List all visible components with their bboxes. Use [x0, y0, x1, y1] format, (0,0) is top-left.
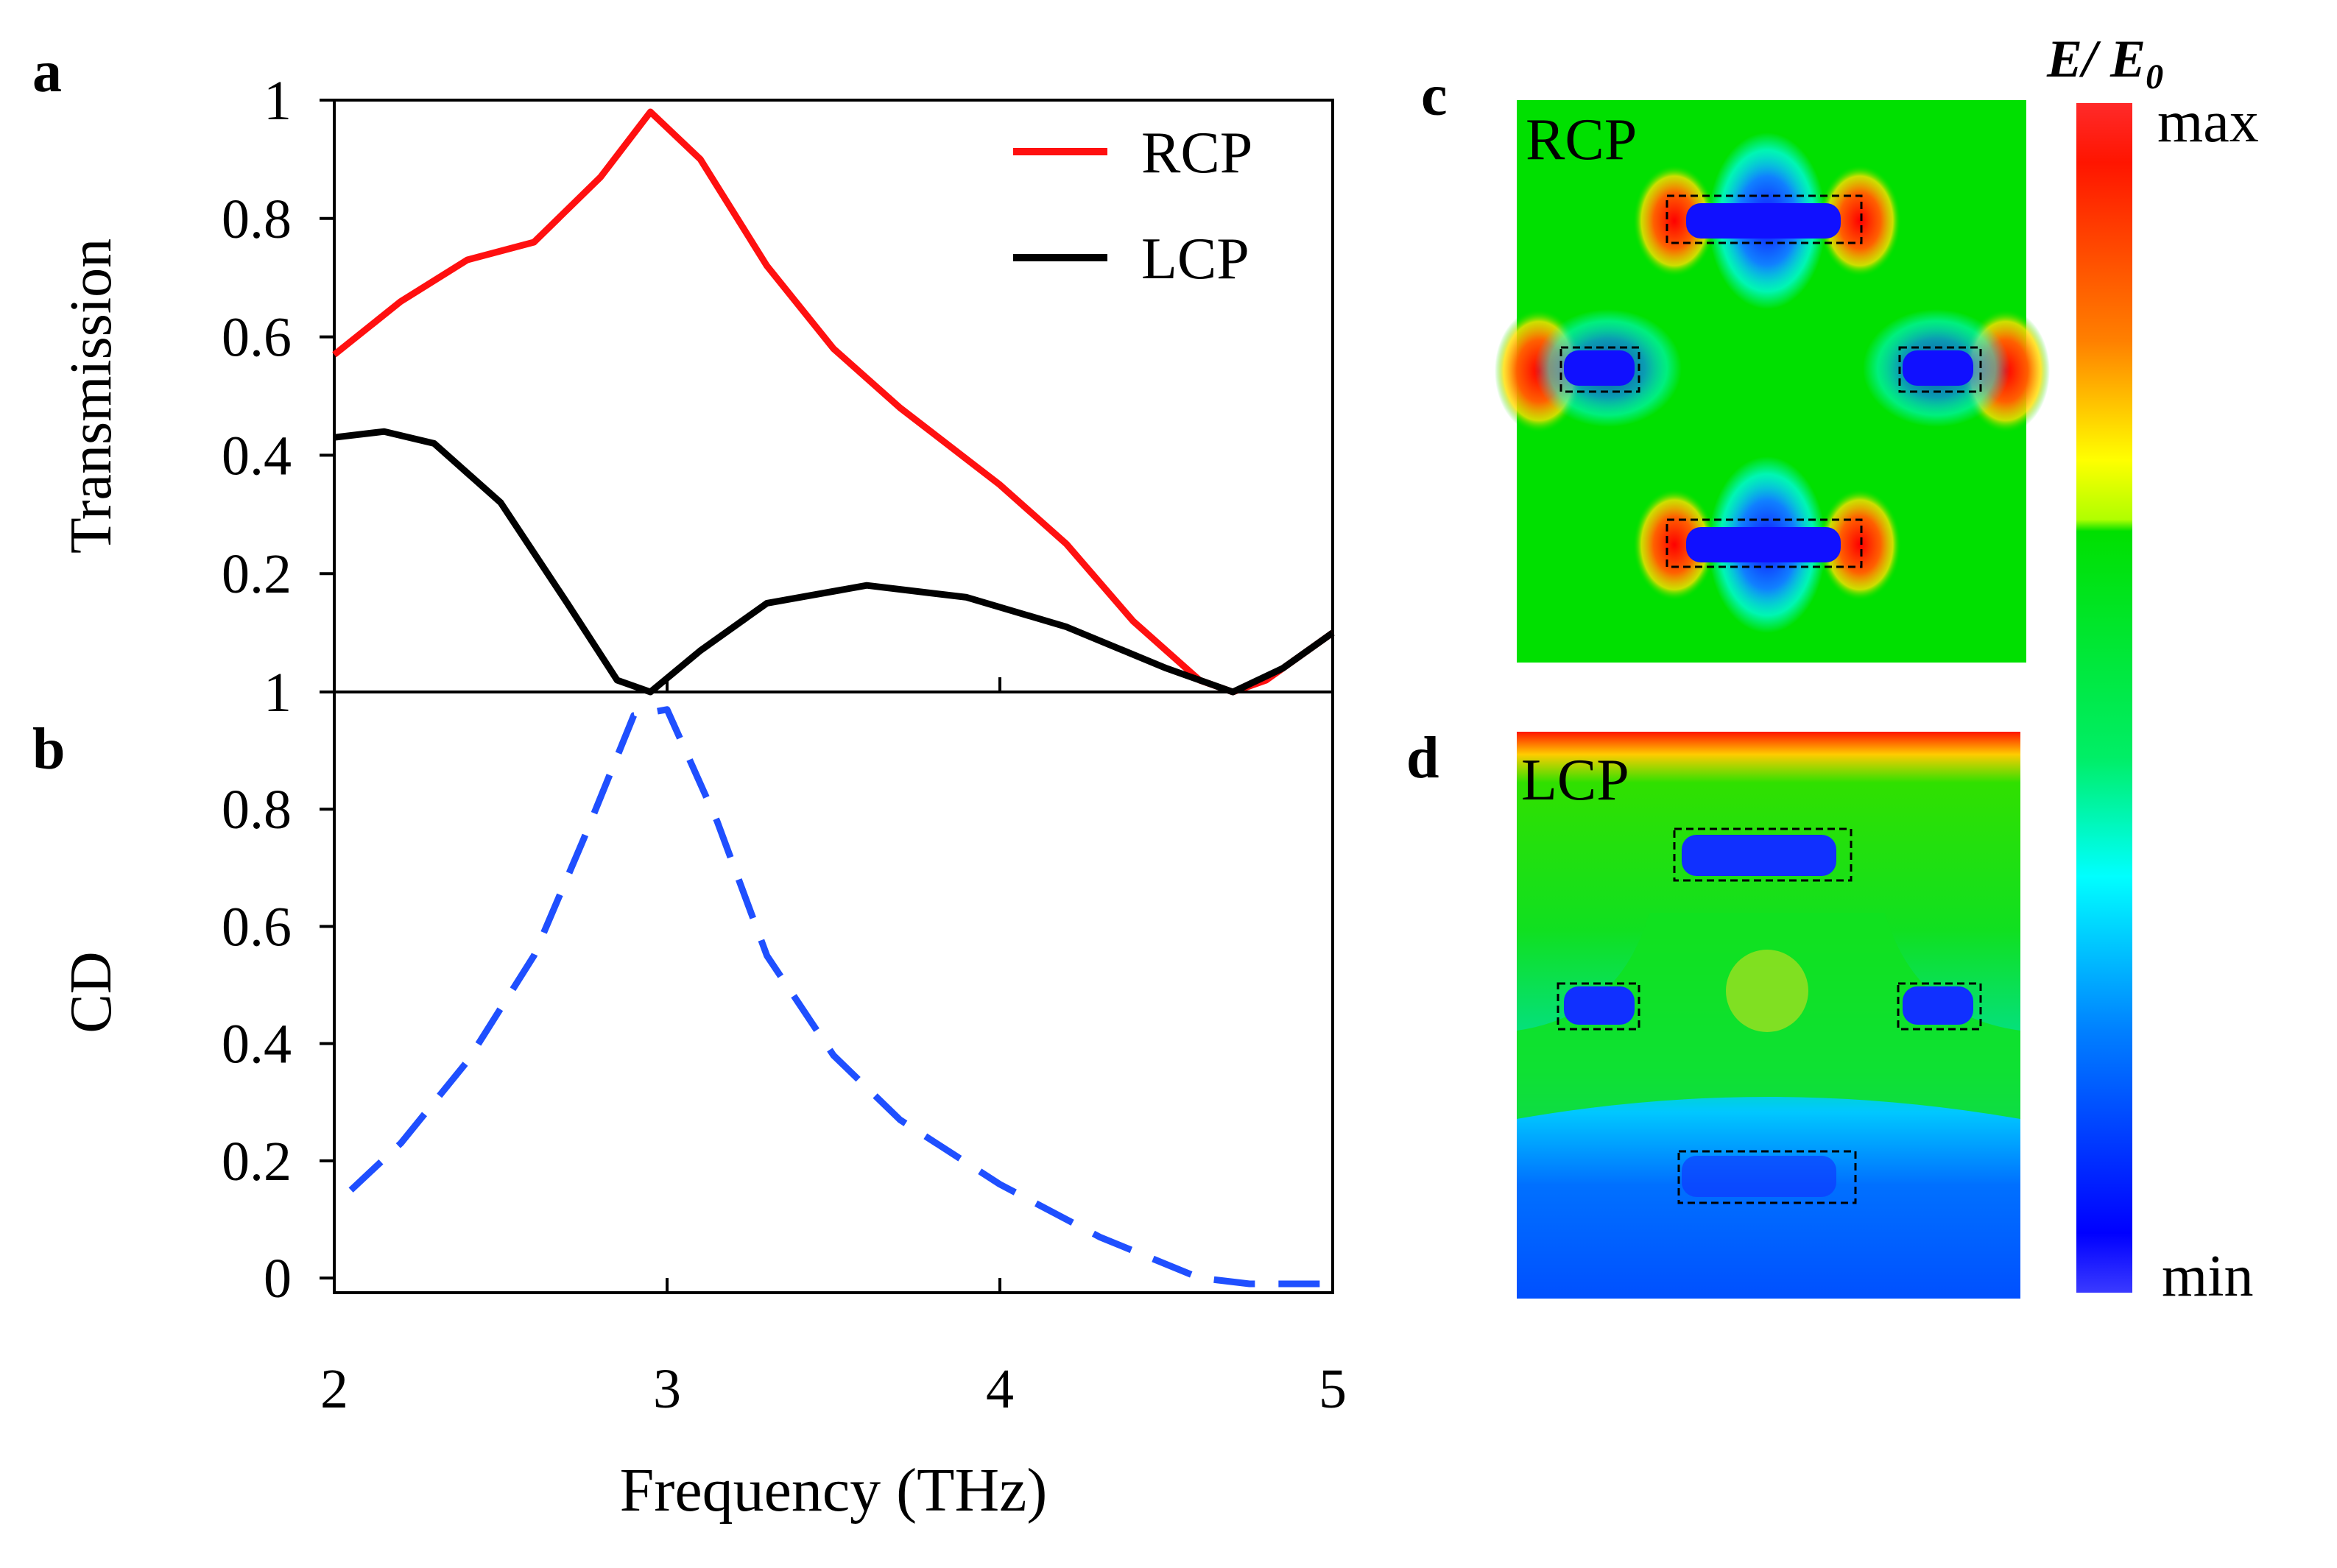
x-tick-label: 4	[986, 1358, 1014, 1420]
y-tick-label: 0.8	[222, 188, 292, 250]
y-tick-label: 0.4	[222, 1014, 292, 1076]
panel-label: a	[32, 40, 62, 105]
field-map-c	[1495, 100, 2050, 663]
x-tick-label: 3	[653, 1358, 681, 1420]
line-series	[348, 706, 1333, 1288]
panel-label: b	[32, 717, 66, 782]
y-axis-label: Transmission	[59, 239, 124, 554]
x-axis-label: Frequency (THz)	[620, 1456, 1048, 1525]
y-axis-label: CD	[59, 951, 124, 1033]
y-tick-label: 0.4	[222, 425, 292, 487]
x-tick-label: 2	[320, 1358, 348, 1420]
plot-frame	[333, 691, 1334, 1294]
field-map-d	[1517, 732, 2020, 1299]
y-tick-label: 0.6	[222, 896, 292, 958]
y-tick-label: 1	[264, 662, 292, 724]
plot-frame	[333, 99, 1334, 693]
line-series	[332, 108, 1335, 696]
legend-label: LCP	[1141, 227, 1249, 292]
y-tick-label: 0.6	[222, 307, 292, 369]
x-tick-label: 5	[1319, 1358, 1347, 1420]
y-tick-label: 0.2	[222, 543, 292, 605]
colorbar	[2076, 103, 2132, 1293]
line-series	[334, 428, 1335, 696]
legend-label: RCP	[1141, 121, 1252, 186]
colorbar-max: max	[2157, 90, 2259, 155]
map-label: RCP	[1526, 107, 1637, 172]
colorbar-title-sub: 0	[2146, 57, 2163, 96]
panel-label: d	[1406, 726, 1439, 791]
y-tick-label: 1	[264, 70, 292, 132]
y-tick-label: 0.8	[222, 779, 292, 841]
map-label: LCP	[1521, 748, 1629, 813]
colorbar-min: min	[2162, 1244, 2253, 1309]
colorbar-title: E/ E0	[2046, 29, 2163, 96]
colorbar-title-main: E/ E	[2046, 29, 2146, 88]
y-tick-label: 0	[264, 1248, 292, 1310]
panel-label: c	[1421, 63, 1448, 128]
y-tick-label: 0.2	[222, 1131, 292, 1193]
